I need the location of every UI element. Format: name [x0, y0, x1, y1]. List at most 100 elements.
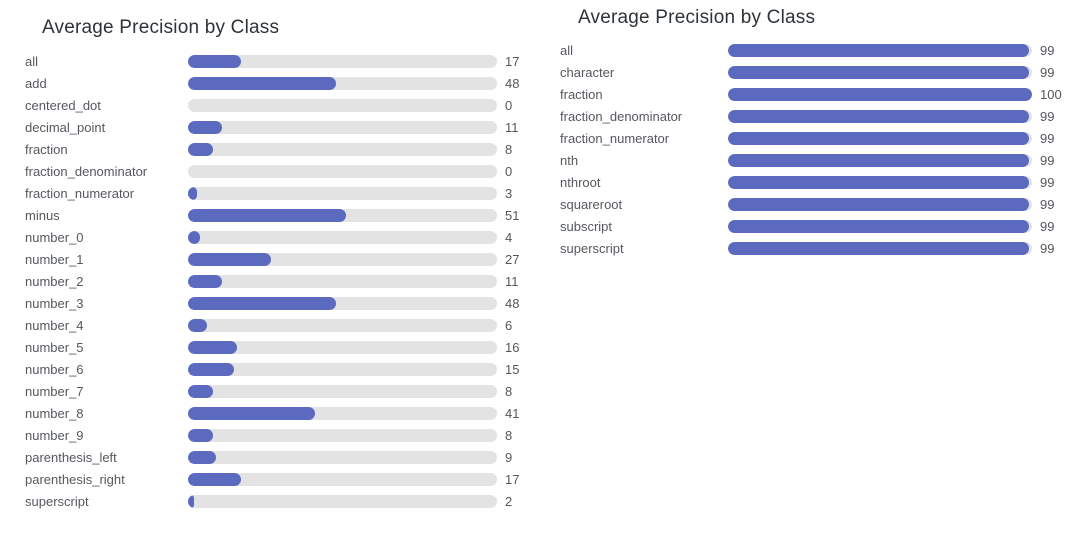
- category-label: number_5: [25, 339, 84, 355]
- bar-track: [728, 153, 1032, 167]
- value-label: 99: [1040, 218, 1055, 234]
- bar-track: [188, 406, 497, 420]
- category-label: squareroot: [560, 196, 623, 212]
- value-label: 3: [505, 185, 513, 201]
- category-label: character: [560, 64, 615, 80]
- bar-row: nthroot 99: [560, 171, 1072, 193]
- category-label: minus: [25, 207, 60, 223]
- value-label: 11: [505, 119, 519, 135]
- category-label: fraction_numerator: [560, 130, 670, 146]
- category-label: number_2: [25, 273, 84, 289]
- bar: [188, 494, 195, 508]
- category-label: number_4: [25, 317, 84, 333]
- category-label: nth: [560, 152, 579, 168]
- bar-row: fraction_numerator 99: [560, 127, 1072, 149]
- bar: [188, 362, 235, 376]
- bar-track: [188, 428, 497, 442]
- chart-title: Average Precision by Class: [578, 7, 816, 28]
- category-label: parenthesis_right: [25, 471, 125, 487]
- bar-track: [728, 131, 1032, 145]
- bar-row: number_1 27: [25, 248, 535, 270]
- bar-track: [188, 472, 497, 486]
- bar-row: number_2 11: [25, 270, 535, 292]
- bar-track: [188, 120, 497, 134]
- value-label: 4: [505, 229, 513, 245]
- bar-row: number_8 41: [25, 402, 535, 424]
- category-label: all: [560, 42, 574, 58]
- bar-row: squareroot 99: [560, 193, 1072, 215]
- bar: [188, 252, 272, 266]
- bar: [188, 274, 222, 288]
- category-label: fraction_denominator: [25, 163, 148, 179]
- bar-row: centered_dot 0: [25, 94, 535, 116]
- value-label: 48: [505, 75, 520, 91]
- bar: [728, 109, 1029, 123]
- bar-track: [188, 296, 497, 310]
- value-label: 8: [505, 427, 513, 443]
- bar-row: all 99: [560, 39, 1072, 61]
- bar-track: [728, 175, 1032, 189]
- bar: [188, 318, 207, 332]
- chart-panel-right: Average Precision by Class all 99 characte…: [560, 6, 1072, 259]
- bar: [728, 65, 1029, 79]
- bar-track: [188, 362, 497, 376]
- bar-track: [188, 98, 497, 112]
- bar-row: number_0 4: [25, 226, 535, 248]
- bar-track: [728, 43, 1032, 57]
- category-label: fraction: [25, 141, 68, 157]
- bar-row: subscript 99: [560, 215, 1072, 237]
- value-label: 99: [1040, 174, 1055, 190]
- category-label: fraction_numerator: [25, 185, 135, 201]
- value-label: 99: [1040, 240, 1055, 256]
- category-label: subscript: [560, 218, 613, 234]
- value-label: 8: [505, 141, 513, 157]
- bar-row: number_3 48: [25, 292, 535, 314]
- bar: [728, 219, 1029, 233]
- bar-row: fraction_denominator 0: [25, 160, 535, 182]
- value-label: 6: [505, 317, 513, 333]
- category-label: fraction: [560, 86, 603, 102]
- chart-title: Average Precision by Class: [42, 17, 280, 38]
- bar-row: fraction 100: [560, 83, 1072, 105]
- bar-row: number_5 16: [25, 336, 535, 358]
- bar-rows: all 99 character 99 fraction 100 fraction_deno…: [560, 39, 1072, 259]
- value-label: 0: [505, 97, 513, 113]
- bar: [728, 43, 1029, 57]
- bar-row: fraction_denominator 99: [560, 105, 1072, 127]
- bar: [188, 296, 337, 310]
- category-label: centered_dot: [25, 97, 101, 113]
- bar-row: fraction 8: [25, 138, 535, 160]
- bar: [188, 472, 241, 486]
- value-label: 15: [505, 361, 520, 377]
- category-label: number_8: [25, 405, 84, 421]
- value-label: 99: [1040, 196, 1055, 212]
- category-label: decimal_point: [25, 119, 106, 135]
- value-label: 11: [505, 273, 519, 289]
- bar-row: parenthesis_right 17: [25, 468, 535, 490]
- bar-row: nth 99: [560, 149, 1072, 171]
- bar: [188, 208, 346, 222]
- bar-track: [188, 186, 497, 200]
- value-label: 99: [1040, 152, 1055, 168]
- bar-track: [188, 54, 497, 68]
- bar: [188, 384, 213, 398]
- bar-track: [188, 384, 497, 398]
- value-label: 17: [505, 471, 520, 487]
- bar-track: [188, 340, 497, 354]
- bar-track: [188, 76, 497, 90]
- value-label: 2: [505, 493, 513, 509]
- bar-row: minus 51: [25, 204, 535, 226]
- bar: [728, 197, 1029, 211]
- bar: [728, 153, 1029, 167]
- value-label: 99: [1040, 130, 1055, 146]
- bar-track: [188, 230, 497, 244]
- bar: [188, 120, 222, 134]
- bar: [188, 54, 241, 68]
- bar-row: number_6 15: [25, 358, 535, 380]
- category-label: number_0: [25, 229, 84, 245]
- value-label: 100: [1040, 86, 1062, 102]
- bar-track: [188, 494, 497, 508]
- bar-row: number_7 8: [25, 380, 535, 402]
- category-label: parenthesis_left: [25, 449, 117, 465]
- category-label: number_9: [25, 427, 84, 443]
